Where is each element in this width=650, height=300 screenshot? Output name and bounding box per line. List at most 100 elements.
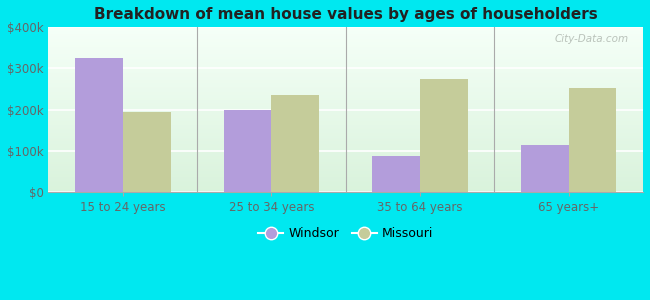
Bar <box>49 171 643 172</box>
Bar <box>49 177 643 179</box>
Bar <box>49 120 643 121</box>
Bar <box>49 93 643 95</box>
Bar <box>49 74 643 75</box>
Bar <box>49 64 643 65</box>
Bar <box>49 50 643 52</box>
Bar <box>49 90 643 92</box>
Bar <box>49 82 643 83</box>
Bar <box>49 101 643 103</box>
Bar <box>49 65 643 67</box>
Bar <box>49 47 643 49</box>
Bar <box>49 44 643 45</box>
Bar <box>49 174 643 176</box>
Bar <box>224 110 272 192</box>
Bar <box>49 80 643 82</box>
Bar <box>49 68 643 70</box>
Bar <box>49 31 643 32</box>
Bar <box>49 72 643 74</box>
Bar <box>49 42 643 44</box>
Bar <box>49 138 643 140</box>
Bar <box>49 130 643 131</box>
Bar <box>49 29 643 31</box>
Bar <box>49 141 643 143</box>
Bar <box>49 39 643 41</box>
Bar <box>49 60 643 62</box>
Bar <box>49 163 643 164</box>
Bar <box>49 77 643 78</box>
Bar <box>49 37 643 39</box>
Bar <box>49 58 643 60</box>
Bar <box>49 186 643 187</box>
Bar <box>49 143 643 144</box>
Bar <box>49 110 643 111</box>
Bar <box>49 169 643 171</box>
Bar <box>372 156 420 192</box>
Bar <box>49 179 643 181</box>
Bar <box>49 182 643 184</box>
Bar <box>49 131 643 133</box>
Bar <box>49 134 643 136</box>
Bar <box>49 128 643 130</box>
Bar <box>49 156 643 158</box>
Bar <box>49 54 643 55</box>
Bar <box>49 148 643 149</box>
Bar <box>49 159 643 161</box>
Bar <box>49 62 643 64</box>
Bar <box>49 40 643 42</box>
Bar <box>49 34 643 35</box>
Bar <box>123 112 170 192</box>
Bar <box>49 161 643 163</box>
Text: City-Data.com: City-Data.com <box>554 34 628 44</box>
Bar <box>49 124 643 126</box>
Bar <box>49 88 643 90</box>
Bar <box>49 172 643 174</box>
Bar <box>49 83 643 85</box>
Bar <box>49 106 643 108</box>
Bar <box>49 97 643 98</box>
Bar <box>49 140 643 141</box>
Bar <box>49 115 643 116</box>
Bar <box>49 189 643 190</box>
Bar <box>49 49 643 50</box>
Bar <box>49 153 643 154</box>
Bar <box>49 151 643 153</box>
Bar <box>49 105 643 106</box>
Bar <box>49 27 643 29</box>
Bar <box>49 32 643 34</box>
Bar <box>49 55 643 57</box>
Bar <box>49 154 643 156</box>
Bar <box>49 158 643 159</box>
Bar <box>521 145 569 192</box>
Bar <box>49 181 643 182</box>
Bar <box>49 52 643 54</box>
Bar <box>49 92 643 93</box>
Bar <box>49 149 643 151</box>
Bar <box>49 133 643 134</box>
Bar <box>49 85 643 87</box>
Bar <box>49 184 643 186</box>
Bar <box>49 123 643 124</box>
Bar <box>272 95 319 192</box>
Bar <box>49 108 643 110</box>
Bar <box>49 166 643 167</box>
Title: Breakdown of mean house values by ages of householders: Breakdown of mean house values by ages o… <box>94 7 597 22</box>
Bar <box>420 79 467 192</box>
Bar <box>49 78 643 80</box>
Bar <box>49 121 643 123</box>
Bar <box>49 67 643 68</box>
Bar <box>49 187 643 189</box>
Bar <box>49 95 643 97</box>
Bar <box>49 45 643 47</box>
Bar <box>49 75 643 77</box>
Bar <box>49 176 643 177</box>
Bar <box>49 118 643 120</box>
Bar <box>49 144 643 146</box>
Bar <box>49 70 643 72</box>
Bar <box>49 167 643 169</box>
Bar <box>49 136 643 138</box>
Bar <box>49 98 643 100</box>
Bar <box>49 100 643 101</box>
Bar <box>49 164 643 166</box>
Bar <box>75 58 123 192</box>
Bar <box>49 111 643 113</box>
